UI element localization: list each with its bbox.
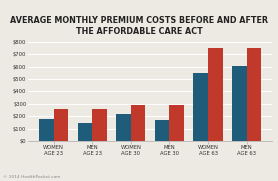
Bar xyxy=(116,114,131,141)
Text: AVERAGE MONTHLY PREMIUM COSTS BEFORE AND AFTER
THE AFFORDABLE CARE ACT: AVERAGE MONTHLY PREMIUM COSTS BEFORE AND… xyxy=(10,16,268,36)
Bar xyxy=(54,109,68,141)
Bar xyxy=(193,73,208,141)
Bar xyxy=(208,48,223,141)
Bar xyxy=(232,66,247,141)
Bar xyxy=(155,120,169,141)
Bar xyxy=(92,109,107,141)
Bar xyxy=(247,48,261,141)
Bar xyxy=(39,119,54,141)
Bar xyxy=(78,123,92,141)
Bar xyxy=(169,105,184,141)
Text: © 2014 HealthPocket.com: © 2014 HealthPocket.com xyxy=(3,175,60,179)
Bar xyxy=(131,105,145,141)
